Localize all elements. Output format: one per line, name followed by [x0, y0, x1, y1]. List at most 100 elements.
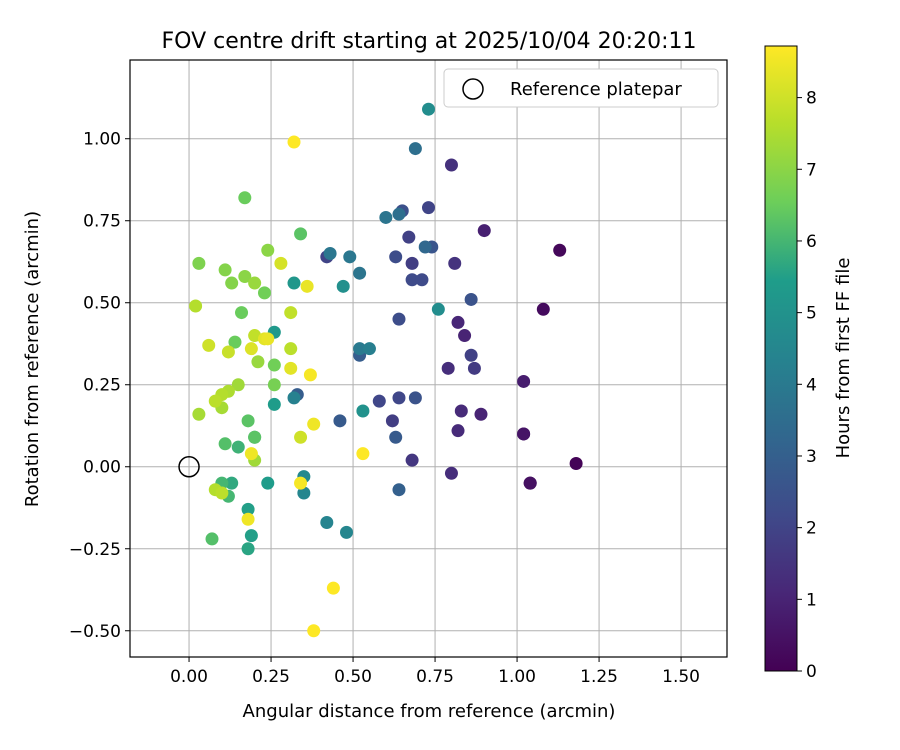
- data-point-72: [218, 437, 232, 451]
- data-point-116: [326, 581, 340, 595]
- data-point-115: [294, 476, 308, 490]
- data-point-75: [294, 227, 308, 241]
- data-point-53: [297, 486, 311, 500]
- plot-frame: [129, 59, 728, 658]
- data-point-7: [517, 374, 531, 388]
- x-tick-label: 0.50: [334, 667, 372, 687]
- data-point-44: [379, 210, 393, 224]
- data-point-25: [422, 201, 435, 215]
- plot-area: 0.00 0.25 0.50 0.75 1.00 1.25 1.50 −0.50 −0.25 0.…: [69, 59, 728, 687]
- x-axis-label: Angular distance from reference (arcmin): [243, 701, 616, 722]
- data-point-50: [287, 391, 301, 405]
- data-point-51: [320, 516, 334, 530]
- data-point-2: [536, 302, 550, 316]
- data-point-27: [392, 391, 406, 405]
- data-point-21: [385, 414, 399, 428]
- data-point-117: [307, 624, 321, 638]
- x-tick-label: 0.00: [170, 667, 208, 687]
- data-point-83: [218, 263, 232, 277]
- colorbar-tick-label: 6: [806, 232, 817, 252]
- data-point-58: [356, 404, 370, 418]
- data-point-26: [372, 394, 386, 408]
- data-point-22: [405, 256, 419, 270]
- data-point-4: [523, 476, 537, 490]
- data-point-113: [307, 417, 321, 431]
- data-point-73: [241, 414, 255, 428]
- data-point-18: [405, 453, 419, 467]
- data-point-8: [477, 224, 491, 238]
- x-tick-label: 1.25: [580, 667, 618, 687]
- data-point-77: [228, 335, 242, 349]
- data-point-10: [458, 329, 472, 343]
- data-point-68: [231, 440, 245, 454]
- data-point-40: [392, 483, 406, 497]
- data-point-16: [444, 158, 458, 172]
- data-point-96: [189, 299, 203, 313]
- data-point-15: [441, 361, 455, 375]
- y-tick-label: 0.25: [83, 376, 121, 396]
- data-point-46: [343, 250, 357, 264]
- data-point-85: [261, 243, 275, 257]
- data-point-41: [418, 240, 432, 254]
- data-point-87: [248, 276, 262, 290]
- data-point-30: [392, 312, 406, 326]
- colorbar-gradient: [764, 45, 798, 672]
- x-tick-label: 0.75: [416, 667, 454, 687]
- data-point-89: [231, 378, 245, 392]
- data-point-81: [267, 378, 281, 392]
- data-point-29: [415, 273, 429, 287]
- data-point-76: [238, 191, 252, 205]
- data-point-78: [235, 306, 249, 320]
- data-point-64: [241, 502, 255, 516]
- data-point-82: [192, 256, 206, 270]
- data-point-91: [192, 407, 206, 421]
- x-tick-label: 0.25: [252, 667, 290, 687]
- data-point-43: [392, 207, 406, 221]
- data-point-88: [251, 355, 265, 369]
- y-axis-label: Rotation from reference (arcmin): [22, 211, 43, 507]
- colorbar-ticks: 0 1 2 3 4 5 6 7 8: [797, 89, 817, 682]
- data-point-62: [261, 476, 275, 490]
- data-point-57: [336, 279, 350, 293]
- data-point-12: [454, 404, 468, 418]
- data-point-119: [356, 447, 370, 461]
- plot-background: [130, 60, 727, 657]
- data-point-19: [467, 361, 481, 375]
- colorbar-tick-label: 1: [806, 590, 817, 610]
- data-point-104: [294, 430, 308, 444]
- x-tick-label: 1.00: [498, 667, 536, 687]
- data-point-13: [451, 424, 465, 438]
- reference-platepar-marker: [178, 455, 200, 478]
- legend-box: [443, 68, 719, 108]
- data-point-11: [451, 315, 465, 329]
- colorbar-tick-label: 5: [806, 304, 817, 324]
- chart-title: FOV centre drift starting at 2025/10/04 …: [162, 29, 697, 54]
- data-point-74: [248, 430, 262, 444]
- data-point-61: [267, 397, 281, 411]
- data-point-14: [444, 466, 458, 480]
- data-point-42: [408, 142, 422, 156]
- data-point-103: [202, 338, 216, 352]
- y-tick-label: 0.75: [83, 212, 121, 232]
- data-point-111: [241, 512, 255, 526]
- legend-entry-label: Reference platepar: [510, 79, 682, 100]
- colorbar-tick-label: 0: [806, 662, 817, 682]
- data-point-47: [323, 247, 337, 261]
- data-point-95: [208, 394, 222, 408]
- y-tick-label: 1.00: [83, 130, 121, 150]
- data-point-0: [569, 456, 583, 470]
- data-point-49: [362, 342, 376, 356]
- data-point-80: [267, 358, 281, 372]
- data-point-33: [408, 391, 422, 405]
- data-point-102: [221, 345, 235, 359]
- data-point-23: [402, 230, 416, 244]
- data-point-59: [287, 276, 301, 290]
- data-point-66: [225, 476, 239, 490]
- data-point-114: [303, 368, 317, 382]
- x-tick-label: 1.50: [662, 667, 700, 687]
- legend-reference-marker-icon: [462, 78, 484, 100]
- data-point-109: [300, 279, 314, 293]
- data-point-6: [517, 427, 531, 441]
- y-tick-label: −0.50: [69, 622, 121, 642]
